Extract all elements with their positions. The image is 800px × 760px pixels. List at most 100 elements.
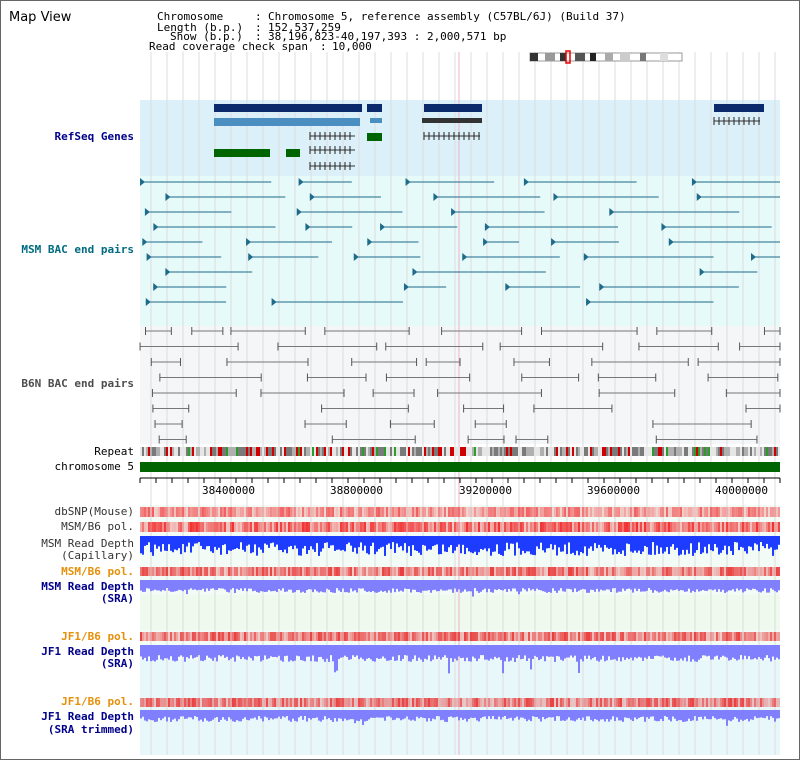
- heat-cell: [482, 632, 484, 641]
- read-depth-bar: [666, 645, 668, 659]
- heat-cell: [546, 698, 548, 707]
- heat-cell: [332, 632, 334, 641]
- read-depth-bar: [450, 536, 452, 546]
- heat-cell: [222, 507, 224, 517]
- heat-cell: [262, 632, 264, 641]
- heat-cell: [576, 522, 578, 532]
- read-depth-bar: [256, 645, 258, 657]
- heat-cell: [354, 522, 356, 532]
- read-depth-bar: [444, 645, 446, 656]
- read-depth-bar: [442, 580, 444, 591]
- show-key: Show (b.p.): [170, 30, 243, 43]
- repeat-mark: [406, 447, 408, 456]
- repeat-mark: [646, 447, 648, 456]
- read-depth-bar: [630, 710, 632, 720]
- read-depth-bar: [630, 536, 632, 552]
- heat-cell: [234, 522, 236, 532]
- heat-cell: [682, 522, 684, 532]
- heat-cell: [554, 507, 556, 517]
- heat-cell: [192, 507, 194, 517]
- heat-cell: [468, 698, 470, 707]
- read-depth-bar: [726, 580, 728, 592]
- heat-cell: [604, 522, 606, 532]
- read-depth-bar: [400, 580, 402, 591]
- read-depth-bar: [448, 710, 450, 717]
- heat-cell: [268, 522, 270, 532]
- read-depth-bar: [440, 536, 442, 555]
- read-depth-bar: [508, 645, 510, 662]
- heat-cell: [184, 698, 186, 707]
- read-depth-bar: [280, 536, 282, 550]
- read-depth-bar: [726, 710, 728, 726]
- heat-cell: [154, 522, 156, 532]
- read-depth-bar: [476, 536, 478, 556]
- heat-cell: [532, 632, 534, 641]
- heat-cell: [658, 522, 660, 532]
- heat-cell: [758, 567, 760, 576]
- heat-cell: [480, 698, 482, 707]
- heat-cell: [500, 698, 502, 707]
- repeat-mark: [488, 447, 490, 456]
- heat-cell: [174, 522, 176, 532]
- read-depth-bar: [566, 710, 568, 720]
- heat-cell: [732, 567, 734, 576]
- heat-cell: [696, 698, 698, 707]
- heat-cell: [666, 507, 668, 517]
- repeat-mark: [546, 447, 548, 456]
- heat-cell: [206, 567, 208, 576]
- repeat-mark: [438, 447, 440, 456]
- heat-cell: [468, 522, 470, 532]
- read-depth-bar: [692, 710, 694, 721]
- heat-cell: [482, 522, 484, 532]
- heat-cell: [394, 567, 396, 576]
- repeat-mark: [472, 447, 474, 456]
- read-depth-bar: [418, 580, 420, 593]
- heat-cell: [204, 522, 206, 532]
- heat-cell: [644, 507, 646, 517]
- msm-bac-end: [523, 178, 529, 186]
- read-depth-bar: [226, 580, 228, 592]
- repeat-mark: [196, 447, 198, 456]
- read-depth-bar: [246, 580, 248, 592]
- heat-cell: [234, 567, 236, 576]
- read-depth-bar: [498, 645, 500, 658]
- heat-cell: [354, 567, 356, 576]
- heat-cell: [282, 698, 284, 707]
- heat-cell: [660, 567, 662, 576]
- heat-cell: [218, 698, 220, 707]
- read-depth-bar: [190, 710, 192, 718]
- repeat-mark: [706, 447, 708, 456]
- read-depth-bar: [228, 645, 230, 661]
- heat-cell: [628, 698, 630, 707]
- heat-cell: [272, 698, 274, 707]
- read-depth-bar: [686, 710, 688, 722]
- heat-cell: [720, 522, 722, 532]
- heat-cell: [148, 567, 150, 576]
- axis-tick-label: 40000000: [715, 484, 768, 497]
- heat-cell: [684, 698, 686, 707]
- heat-cell: [278, 632, 280, 641]
- read-depth-bar: [212, 710, 214, 720]
- read-depth-bar: [266, 710, 268, 718]
- read-depth-bar: [712, 580, 714, 591]
- read-depth-bar: [426, 710, 428, 722]
- read-depth-bar: [378, 645, 380, 659]
- heat-cell: [530, 507, 532, 517]
- heat-cell: [520, 507, 522, 517]
- repeat-mark: [410, 447, 412, 456]
- read-depth-bar: [546, 536, 548, 549]
- heat-cell: [590, 698, 592, 707]
- heat-cell: [274, 507, 276, 517]
- heat-cell: [156, 698, 158, 707]
- read-depth-bar: [334, 710, 336, 719]
- heat-cell: [682, 507, 684, 517]
- heat-cell: [728, 507, 730, 517]
- repeat-mark: [434, 447, 436, 456]
- read-depth-bar: [206, 536, 208, 547]
- heat-cell: [474, 522, 476, 532]
- read-depth-bar: [318, 580, 320, 593]
- read-depth-bar: [398, 645, 400, 656]
- read-depth-bar: [254, 710, 256, 718]
- repeat-mark: [504, 447, 506, 456]
